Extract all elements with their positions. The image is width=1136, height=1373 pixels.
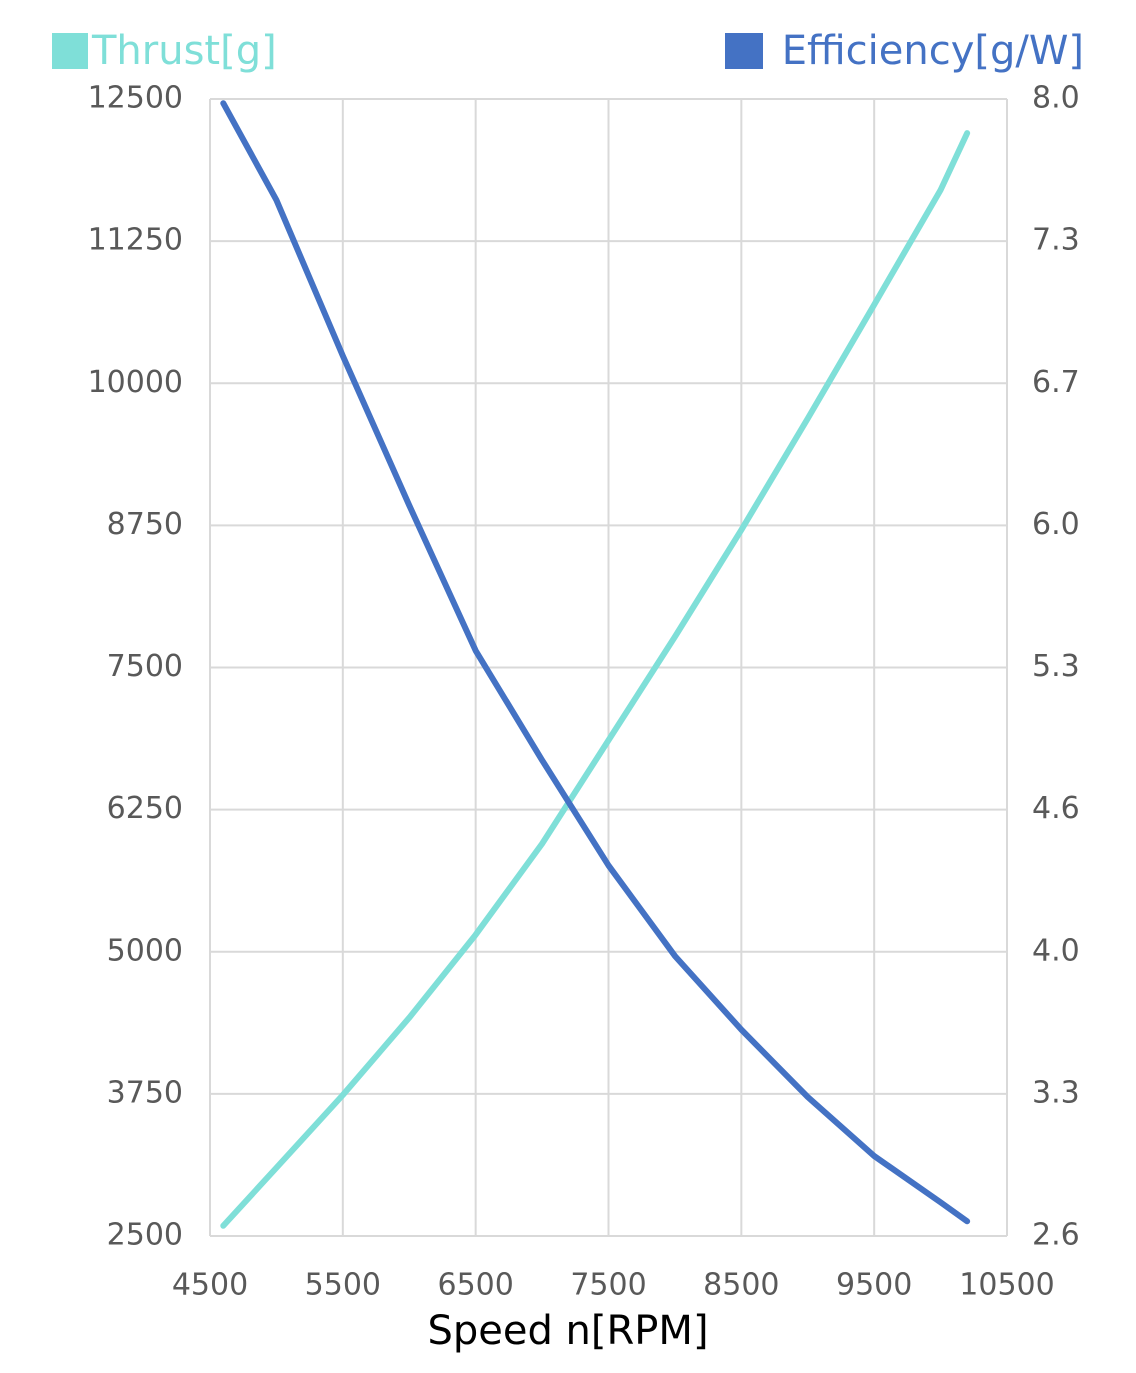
y2-tick-label: 2.6 — [1032, 1218, 1080, 1253]
y2-tick-label: 6.7 — [1032, 365, 1080, 400]
x-tick-label: 5500 — [305, 1268, 381, 1303]
y-tick-label: 8750 — [107, 507, 183, 542]
x-tick-label: 6500 — [437, 1268, 513, 1303]
y-tick-label: 6250 — [107, 791, 183, 826]
y-tick-label: 10000 — [88, 365, 183, 400]
x-tick-label: 7500 — [570, 1268, 646, 1303]
legend-swatch — [52, 33, 88, 69]
y-tick-label: 7500 — [107, 649, 183, 684]
x-tick-label: 4500 — [172, 1268, 248, 1303]
x-tick-label: 10500 — [959, 1268, 1054, 1303]
y-tick-label: 11250 — [88, 223, 183, 258]
series-line — [220, 130, 971, 1229]
y-tick-label: 12500 — [88, 81, 183, 116]
x-tick-label: 9500 — [836, 1268, 912, 1303]
y-tick-label: 2500 — [107, 1218, 183, 1253]
legend-label: Thrust[g] — [91, 28, 277, 74]
y2-tick-label: 7.3 — [1032, 223, 1080, 258]
y2-tick-label: 8.0 — [1032, 81, 1080, 116]
y-tick-label: 5000 — [107, 933, 183, 968]
y2-tick-label: 6.0 — [1032, 507, 1080, 542]
legend-label: Efficiency[g/W] — [782, 28, 1084, 74]
y2-tick-label: 3.3 — [1032, 1075, 1080, 1110]
x-axis-label: Speed n[RPM] — [427, 1308, 708, 1354]
y2-tick-label: 5.3 — [1032, 649, 1080, 684]
y-tick-label: 3750 — [107, 1075, 183, 1110]
y2-tick-label: 4.6 — [1032, 791, 1080, 826]
legend-swatch — [725, 33, 763, 69]
y2-tick-label: 4.0 — [1032, 933, 1080, 968]
x-tick-label: 8500 — [703, 1268, 779, 1303]
series-line — [220, 100, 971, 1225]
